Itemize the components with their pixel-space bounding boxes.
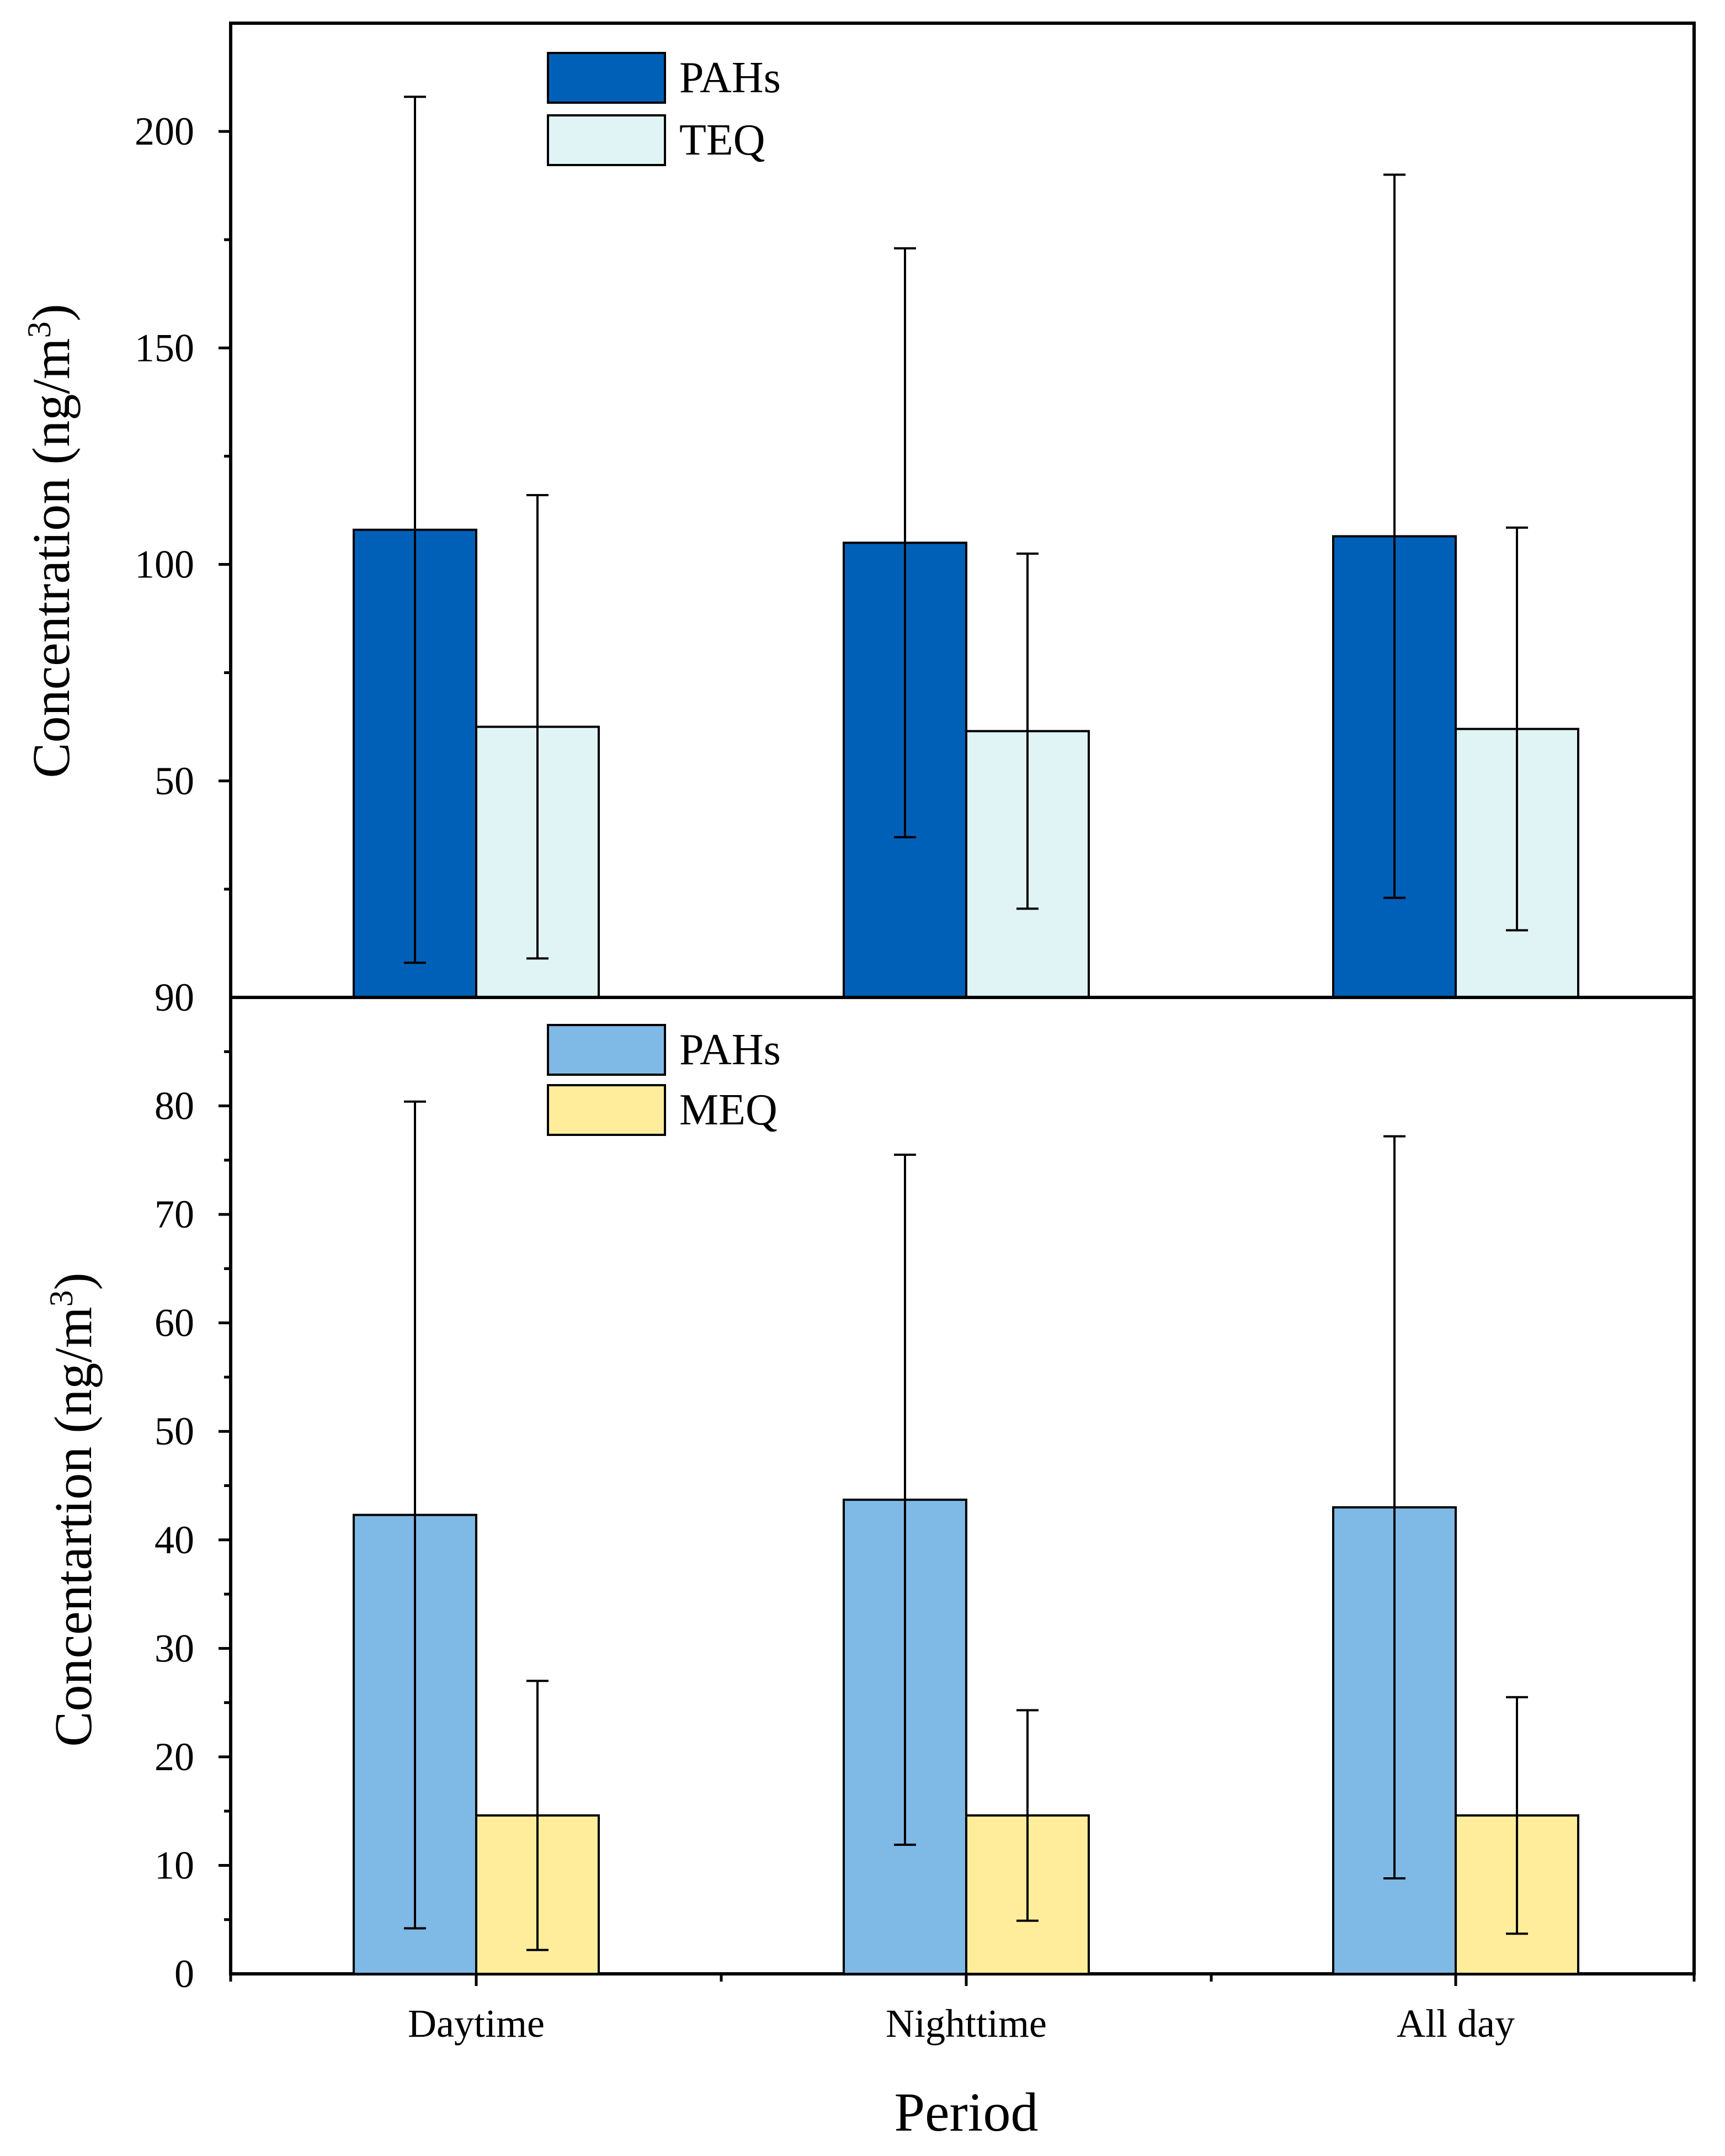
legend-label-meq: MEQ (679, 1086, 778, 1134)
y-tick-label: 0 (174, 1952, 194, 1996)
y-tick-label: 10 (155, 1843, 194, 1887)
legend-label-pahs: PAHs (679, 1026, 781, 1074)
y-tick-label: 50 (155, 759, 194, 803)
y-tick-label: 90 (155, 975, 194, 1019)
top-panel: 50 100 150 200 Concentration (ng/m3) PAHs TEQ (21, 22, 1696, 999)
bottom-panel: 0 10 20 30 40 50 60 70 80 90 Concentartion (ng/m3)… (43, 975, 1696, 2143)
y-axis-title-main: Concentartion (44, 1433, 103, 1747)
y-tick-label: 150 (135, 326, 194, 370)
y-axis-title-superscript: 3 (21, 321, 57, 338)
y-tick-label: 200 (135, 109, 194, 153)
y-axis-title-unit-close: ) (44, 1272, 103, 1290)
y-tick-label: 50 (155, 1409, 194, 1453)
legend-swatch-teq (547, 114, 666, 166)
legend-label-pahs: PAHs (679, 54, 781, 102)
y-tick-label: 60 (155, 1301, 194, 1345)
y-tick-label: 30 (155, 1626, 194, 1670)
legend-swatch-meq (547, 1084, 666, 1136)
y-axis-title: Concentration (ng/m3) (21, 304, 81, 778)
y-tick-label: 100 (135, 543, 194, 587)
y-axis-title-unit-close: ) (22, 304, 81, 321)
legend-swatch-pahs (547, 52, 666, 104)
y-tick-label: 20 (155, 1735, 194, 1779)
legend-label-teq: TEQ (679, 116, 765, 164)
y-axis-title-superscript: 3 (43, 1290, 79, 1307)
x-tick-label: All day (1397, 2001, 1515, 2046)
x-tick-label: Nighttime (886, 2001, 1047, 2046)
legend-swatch-pahs (547, 1024, 666, 1076)
y-axis-title-unit: (ng/m (22, 338, 81, 464)
y-tick-label: 80 (155, 1084, 194, 1128)
y-tick-label: 40 (155, 1518, 194, 1562)
y-tick-label: 70 (155, 1192, 194, 1236)
y-axis-title-main: Concentration (22, 465, 81, 778)
y-axis-title-unit: (ng/m (44, 1307, 103, 1433)
x-axis-title: Period (894, 2081, 1038, 2143)
x-tick-label: Daytime (408, 2001, 545, 2046)
y-axis-title: Concentartion (ng/m3) (43, 1272, 103, 1746)
